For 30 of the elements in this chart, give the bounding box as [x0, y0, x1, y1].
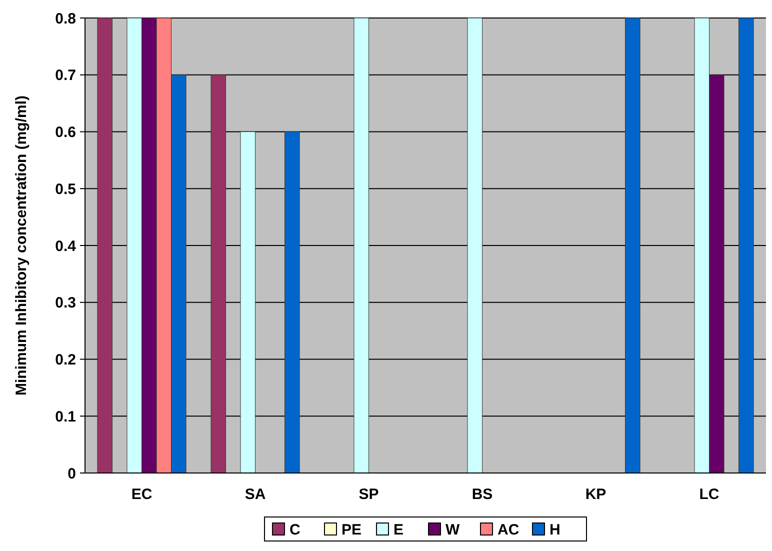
y-tick-label: 0.4: [55, 238, 77, 255]
x-tick-label: SA: [244, 486, 266, 503]
x-tick-label: EC: [131, 486, 152, 503]
y-tick-label: 0.2: [55, 352, 76, 368]
legend-label: PE: [342, 521, 362, 538]
legend-label: H: [550, 521, 560, 538]
bar: [210, 74, 226, 474]
x-tick-label: LC: [699, 486, 720, 503]
y-tick-label: 0.1: [55, 408, 76, 426]
bar: [354, 18, 369, 474]
bar: [625, 18, 640, 474]
y-tick-label: 0: [68, 465, 76, 482]
legend-label: AC: [498, 521, 520, 538]
legend-label: E: [394, 521, 404, 538]
y-tick-label: 0.6: [55, 124, 76, 141]
x-tick-label: KP: [585, 486, 606, 503]
y-tick-label: 0.5: [55, 180, 76, 198]
legend-label: W: [446, 521, 460, 538]
bar: [738, 18, 754, 474]
x-tick-label: SP: [358, 486, 379, 503]
bar: [467, 18, 482, 474]
bar: [284, 132, 300, 474]
bar: [97, 18, 112, 474]
y-tick-label: 0.8: [55, 10, 76, 28]
y-tick-label: 0.3: [55, 294, 76, 312]
y-axis-title: Minimum Inhibitory concentration (mg/ml): [13, 95, 30, 396]
x-tick-label: BS: [472, 486, 493, 503]
y-tick-label: 0.7: [55, 67, 76, 84]
legend-label: C: [290, 521, 300, 538]
bar: [240, 132, 256, 474]
